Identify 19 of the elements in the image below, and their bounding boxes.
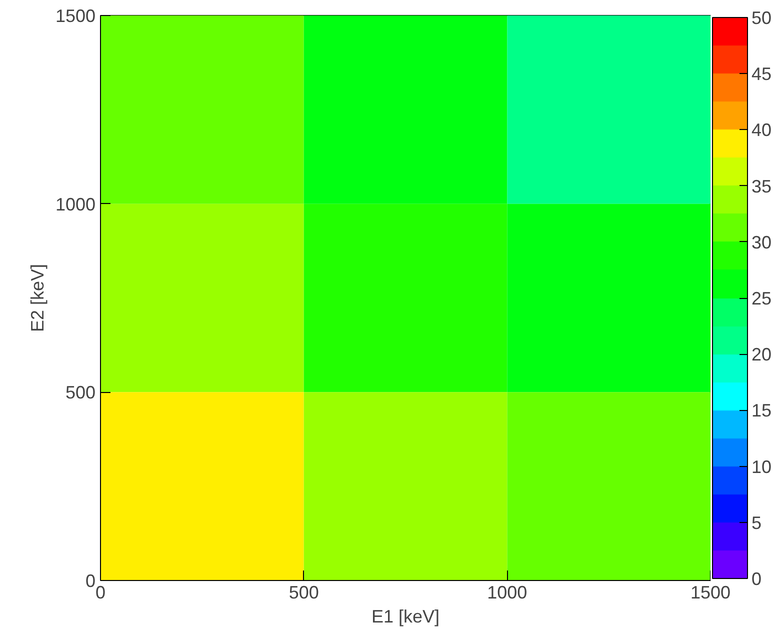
color-bar-label: 45: [752, 64, 772, 84]
y-tick-label: 1500: [55, 6, 96, 26]
color-bar-label: 40: [752, 120, 772, 140]
color-bar-label: 50: [752, 8, 772, 28]
y-tick-label: 500: [65, 382, 96, 403]
color-bar-label: 5: [752, 512, 762, 533]
color-bar-label: 35: [752, 176, 772, 196]
color-bar-label: 10: [752, 456, 772, 477]
color-bar-label: 25: [752, 288, 772, 308]
x-axis-title: E1 [keV]: [371, 606, 440, 626]
y-axis-title: E2 [keV]: [27, 264, 48, 332]
color-bar-label: 15: [752, 400, 772, 421]
x-tick-label: 500: [288, 582, 319, 602]
color-bar-label: 30: [752, 232, 772, 252]
color-bar-label: 0: [752, 569, 762, 589]
color-bar-label: 20: [752, 344, 772, 365]
x-tick-label: 1500: [690, 582, 731, 602]
x-tick-label: 1000: [487, 582, 528, 602]
y-tick-label: 1000: [55, 194, 96, 214]
